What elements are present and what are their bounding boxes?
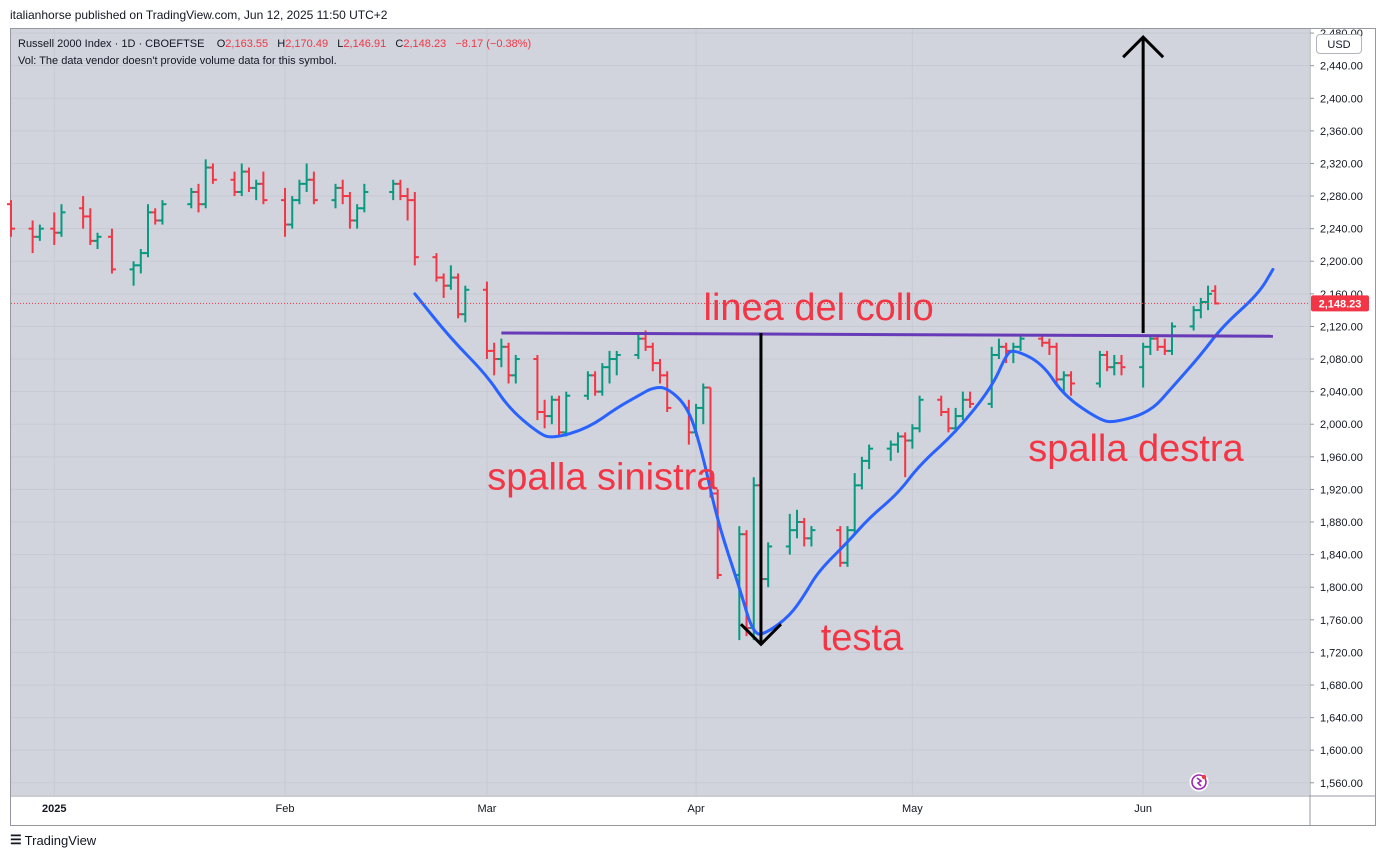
ohlc-bar: [208, 163, 217, 184]
time-tick-label: Feb: [276, 803, 295, 815]
annotation-label: spalla sinistra: [487, 456, 718, 498]
publisher-credit: italianhorse published on TradingView.co…: [10, 8, 388, 22]
ohlc-bar: [1167, 322, 1176, 355]
ohlc-bar: [1067, 371, 1076, 396]
head-arrow: [739, 332, 783, 647]
target-arrow: [1122, 35, 1165, 333]
legend-change: −8.17 (−0.38%): [455, 38, 532, 50]
ohlc-bar: [461, 285, 470, 323]
ohlc-bar: [35, 224, 44, 241]
target-arrow-head: [1122, 35, 1165, 59]
legend-open-value: 2,163.55: [225, 38, 269, 50]
neckline: [501, 331, 1273, 338]
ohlc-bar: [1117, 354, 1126, 376]
legend-high-value: 2,170.49: [285, 38, 329, 50]
ohlc-bar: [562, 391, 571, 437]
chart-frame[interactable]: [10, 28, 1376, 826]
drawing-overlays: [413, 35, 1275, 647]
price-tick-label: 2,440.00: [1320, 61, 1363, 73]
ohlc-bar: [511, 354, 520, 384]
ohlc-bar: [807, 526, 816, 547]
time-tick-label: Apr: [687, 803, 704, 815]
ohlc-bar: [915, 395, 924, 433]
ohlc-bar: [663, 371, 672, 412]
price-tick-label: 1,800.00: [1320, 582, 1363, 594]
last-price-tag: [1311, 295, 1369, 312]
time-tick-label: May: [902, 803, 923, 815]
grid-layer: [11, 29, 1309, 795]
price-tick-label: 1,920.00: [1320, 484, 1363, 496]
price-tick-label: 1,960.00: [1320, 452, 1363, 464]
ohlc-bar: [1204, 285, 1213, 311]
ohlc-bar: [764, 542, 773, 588]
ohlc-bar: [7, 200, 15, 237]
price-tick-label: 1,880.00: [1320, 517, 1363, 529]
legend-volume-note: Vol: The data vendor doesn't provide vol…: [18, 55, 337, 67]
legend-low-label: L: [337, 38, 344, 50]
symbol-legend: Russell 2000 Index · 1D · CBOEFTSE O2,16…: [18, 36, 531, 70]
tradingview-footer[interactable]: ☰ TradingView: [10, 832, 96, 848]
price-tick-label: 2,400.00: [1320, 93, 1363, 105]
ohlc-bar: [713, 489, 722, 580]
time-tick-label: Mar: [477, 803, 496, 815]
price-tick-label: 2,080.00: [1320, 354, 1363, 366]
annotation-label: testa: [821, 617, 904, 659]
alert-icon[interactable]: [1188, 771, 1210, 793]
price-tick-label: 2,120.00: [1320, 321, 1363, 333]
price-tick-label: 1,840.00: [1320, 550, 1363, 562]
ohlc-bar: [158, 200, 167, 225]
plot-background: [11, 29, 1309, 795]
price-tick-label: 2,200.00: [1320, 256, 1363, 268]
moving-average-line: [413, 267, 1275, 636]
legend-high-label: H: [277, 38, 286, 50]
last-price-value: 2,148.23: [1319, 298, 1362, 310]
legend-symbol: Russell 2000 Index · 1D · CBOEFTSE: [18, 38, 205, 50]
ohlc-bar: [410, 191, 419, 266]
ohlc-bar: [966, 391, 975, 408]
ohlc-bar: [309, 171, 318, 205]
time-axis[interactable]: 2025 Feb Mar Apr May Jun: [42, 803, 1152, 815]
legend-ohlc-row: Russell 2000 Index · 1D · CBOEFTSE O2,16…: [18, 36, 531, 53]
price-tick-label: 2,000.00: [1320, 419, 1363, 431]
last-price-marker: 2,148.23: [11, 295, 1369, 312]
ohlc-bar: [612, 350, 621, 376]
ohlc-bar: [93, 232, 102, 250]
head-arrow-head: [739, 623, 783, 647]
footer-brand: TradingView: [24, 832, 97, 848]
tradingview-logo-icon: ☰: [10, 832, 22, 847]
time-tick-label: 2025: [42, 803, 66, 815]
price-tick-label: 1,600.00: [1320, 745, 1363, 757]
ohlc-bar: [259, 171, 268, 205]
annotations: linea del collo spalla sinistra testa spall…: [487, 287, 1244, 659]
ohlc-bar: [1016, 334, 1025, 351]
ohlc-bar: [360, 183, 369, 213]
price-tick-label: 2,240.00: [1320, 224, 1363, 236]
ohlc-bar: [107, 228, 116, 274]
price-tick-label: 2,280.00: [1320, 191, 1363, 203]
price-tick-label: 1,640.00: [1320, 713, 1363, 725]
annotation-label: linea del collo: [704, 287, 934, 329]
annotation-label: spalla destra: [1028, 428, 1244, 470]
legend-close-value: 2,148.23: [403, 38, 447, 50]
legend-close-label: C: [395, 38, 404, 50]
ohlc-bar: [865, 444, 874, 470]
price-tick-label: 1,760.00: [1320, 615, 1363, 627]
price-tick-label: 2,320.00: [1320, 158, 1363, 170]
price-tick-label: 1,720.00: [1320, 647, 1363, 659]
time-tick-label: Jun: [1134, 803, 1152, 815]
legend-open-label: O: [216, 38, 226, 50]
ohlc-bars: [7, 159, 1220, 641]
price-tick-label: 2,040.00: [1320, 387, 1363, 399]
price-tick-label: 1,680.00: [1320, 680, 1363, 692]
currency-selector-button[interactable]: USD: [1316, 34, 1362, 54]
legend-low-value: 2,146.91: [343, 38, 387, 50]
price-tick-label: 1,560.00: [1320, 778, 1363, 790]
ohlc-bar: [57, 204, 66, 237]
price-axis[interactable]: 1,560.00 1,600.00 1,640.00 1,680.00 1,720.00…: [1310, 28, 1363, 790]
price-tick-label: 2,360.00: [1320, 126, 1363, 138]
